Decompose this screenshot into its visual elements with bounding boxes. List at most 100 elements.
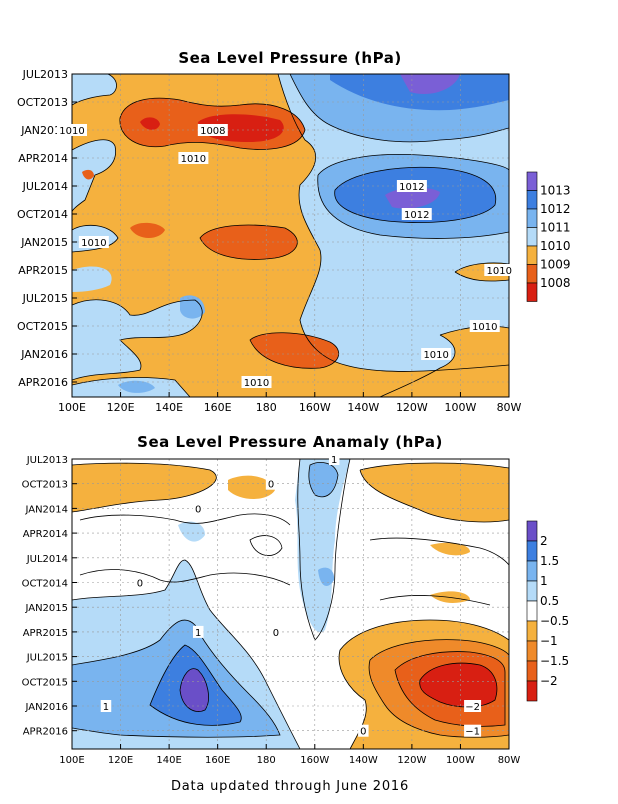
slp-field-low-small bbox=[140, 117, 160, 130]
colorbar-swatch bbox=[526, 620, 538, 642]
contour-label-bg bbox=[469, 320, 500, 332]
colorbar-swatch bbox=[526, 245, 538, 265]
y-tick-label: JUL2014 bbox=[26, 554, 68, 565]
anomaly-field bbox=[72, 459, 509, 749]
x-tick-label: 160W bbox=[300, 755, 329, 766]
contour-label: 1 bbox=[331, 455, 337, 466]
y-tick-label: JAN2016 bbox=[20, 348, 68, 361]
y-tick-label: APR2014 bbox=[18, 152, 68, 165]
anomaly-colorbar: 2 1.5 1 0.5 −0.5 −1 −1.5 −2 bbox=[526, 520, 569, 702]
slp-y-ticks: JUL2013 OCT2013 JAN2014 APR2014 JUL2014 OCT20… bbox=[17, 68, 77, 389]
slp-field-1008-dot bbox=[82, 169, 94, 180]
contour-label-bg bbox=[78, 236, 109, 248]
x-tick-label: 160E bbox=[205, 755, 230, 766]
contour-label-bg bbox=[358, 724, 369, 737]
anomaly-field-pos-column-1 bbox=[308, 462, 338, 497]
colorbar-swatch bbox=[526, 227, 538, 247]
contour-label: 1012 bbox=[399, 182, 424, 193]
x-tick-label: 120W bbox=[396, 401, 428, 414]
slp-field-1009-east-2016 bbox=[380, 326, 509, 397]
contour-label: 1010 bbox=[181, 154, 206, 165]
contour-label: 1 bbox=[103, 702, 109, 713]
contour-label-bg bbox=[241, 376, 272, 388]
contour-label-bg bbox=[57, 124, 87, 136]
anomaly-field-pos-2014 bbox=[178, 521, 205, 542]
x-tick-label: 80W bbox=[497, 401, 522, 414]
data-updated-note: Data updated through June 2016 bbox=[171, 779, 409, 794]
colorbar-level-label: −1 bbox=[540, 634, 558, 648]
contour-label-bg bbox=[100, 700, 112, 712]
anomaly-field-neg-2013-west bbox=[72, 463, 217, 512]
colorbar-swatch bbox=[526, 600, 538, 622]
slp-contour-lines bbox=[72, 74, 509, 397]
slp-field-1013-northeast bbox=[400, 74, 460, 94]
colorbar-swatch bbox=[526, 580, 538, 602]
x-tick-label: 160E bbox=[204, 401, 232, 414]
slp-panel: Sea Level Pressure (hPa) bbox=[17, 49, 571, 414]
y-tick-label: OCT2015 bbox=[17, 320, 68, 333]
x-tick-label: 180 bbox=[256, 401, 277, 414]
colorbar-level-label: 1010 bbox=[540, 239, 571, 253]
contour-label: 1010 bbox=[487, 266, 512, 277]
x-tick-label: 140E bbox=[155, 401, 183, 414]
colorbar-swatch bbox=[526, 520, 538, 542]
anomaly-field-neg-east-2 bbox=[419, 663, 497, 707]
y-tick-label: APR2014 bbox=[23, 529, 68, 540]
contour-label-bg bbox=[192, 625, 204, 638]
contour-label-bg bbox=[484, 264, 515, 276]
colorbar-level-label: 1011 bbox=[540, 221, 571, 235]
colorbar-swatch bbox=[526, 560, 538, 582]
contour-label: 0 bbox=[195, 504, 201, 515]
y-tick-label: JAN2015 bbox=[20, 236, 68, 249]
slp-field-1010-northwest bbox=[72, 74, 117, 105]
slp-title: Sea Level Pressure (hPa) bbox=[178, 49, 401, 67]
x-tick-label: 100W bbox=[445, 401, 477, 414]
colorbar-swatch bbox=[526, 190, 538, 210]
contour-label: 1010 bbox=[423, 350, 448, 361]
anomaly-field-neg-2013-east bbox=[360, 463, 509, 522]
x-tick-label: 120E bbox=[107, 401, 135, 414]
anomaly-grid bbox=[72, 459, 509, 749]
anomaly-x-ticks: 100E 120E 140E 160E 180 160W 140W 120W 100W 80W bbox=[59, 744, 520, 766]
slp-x-ticks: 100E 120E 140E 160E 180 160W 140W 120W 100W 80W bbox=[58, 392, 522, 414]
contour-label: 1010 bbox=[472, 322, 497, 333]
contour-label-bg bbox=[396, 180, 427, 192]
y-tick-label: JUL2014 bbox=[22, 180, 68, 193]
colorbar-level-label: 1008 bbox=[540, 276, 571, 290]
contour-label-bg bbox=[401, 208, 432, 220]
contour-label: 0 bbox=[137, 579, 143, 590]
slp-colorbar: 1013 1012 1011 1010 1009 1008 bbox=[526, 171, 571, 302]
slp-field-1008-small bbox=[130, 222, 165, 238]
x-tick-label: 100E bbox=[58, 401, 86, 414]
x-tick-label: 140W bbox=[347, 401, 379, 414]
colorbar-swatch bbox=[526, 640, 538, 662]
anomaly-field-neg-small bbox=[430, 542, 470, 556]
contour-label-bg bbox=[421, 348, 452, 360]
colorbar-swatch bbox=[526, 282, 538, 302]
colorbar-level-label: 1 bbox=[540, 574, 548, 588]
anomaly-contour-lines bbox=[72, 459, 509, 749]
colorbar-level-label: −0.5 bbox=[540, 614, 569, 628]
y-tick-label: JUL2015 bbox=[26, 653, 68, 664]
contour-label-bg bbox=[197, 124, 228, 136]
contour-label: 1010 bbox=[244, 378, 269, 389]
slp-field bbox=[72, 74, 509, 397]
colorbar-level-label: 0.5 bbox=[540, 594, 559, 608]
contour-label: 0 bbox=[360, 727, 366, 738]
anomaly-panel: Sea Level Pressure Anamaly (hPa) bbox=[22, 433, 570, 766]
contour-label: 1010 bbox=[81, 238, 106, 249]
anomaly-field-pos-west-2 bbox=[180, 668, 209, 712]
x-tick-label: 140E bbox=[156, 755, 181, 766]
y-tick-label: JAN2014 bbox=[24, 504, 68, 515]
y-tick-label: OCT2013 bbox=[22, 480, 68, 491]
contour-label: 1 bbox=[195, 628, 201, 639]
slp-field-1010-west-mid2015 bbox=[72, 266, 112, 292]
y-tick-label: JUL2013 bbox=[26, 455, 68, 466]
contour-label-bg bbox=[134, 576, 146, 589]
y-tick-label: OCT2015 bbox=[22, 677, 68, 688]
colorbar-swatch bbox=[526, 264, 538, 284]
contour-label-bg bbox=[192, 502, 204, 515]
y-tick-label: JUL2015 bbox=[22, 292, 68, 305]
slp-field-1010-west-2016 bbox=[72, 299, 203, 380]
